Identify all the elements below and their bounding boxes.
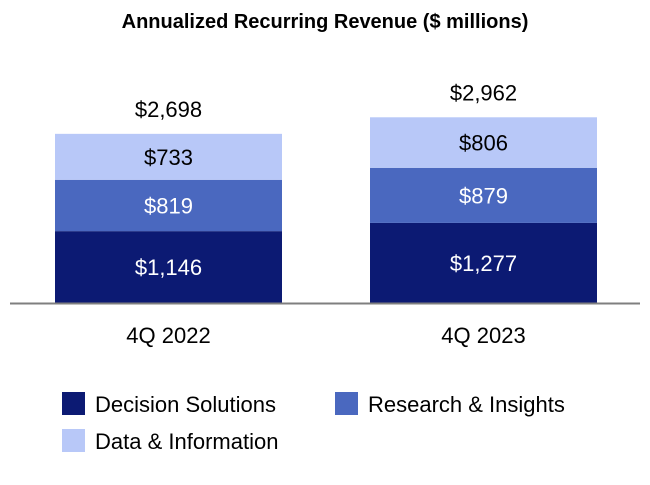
legend-label: Data & Information [95,429,278,454]
x-tick-label: 4Q 2022 [126,323,210,348]
data-label: $879 [459,183,508,208]
legend-swatch [62,392,85,415]
legend-swatch [62,429,85,452]
total-label: $2,962 [450,80,517,105]
legend: Decision Solutions Research & Insights Dat… [62,392,565,454]
x-tick-label: 4Q 2023 [441,323,525,348]
bar-segment [370,167,597,223]
bar-segment [370,222,597,303]
data-label: $819 [144,193,193,218]
legend-swatch [335,392,358,415]
data-label: $733 [144,145,193,170]
legend-label: Research & Insights [368,392,565,417]
bar-segment [55,179,282,232]
bar-segment [55,133,282,180]
total-label: $2,698 [135,97,202,122]
data-label: $1,146 [135,255,202,280]
bar-segment [55,231,282,303]
data-label: $806 [459,131,508,156]
data-label: $1,277 [450,251,517,276]
bar-segment [370,117,597,168]
legend-label: Decision Solutions [95,392,276,417]
chart-title: Annualized Recurring Revenue ($ millions… [122,11,529,33]
